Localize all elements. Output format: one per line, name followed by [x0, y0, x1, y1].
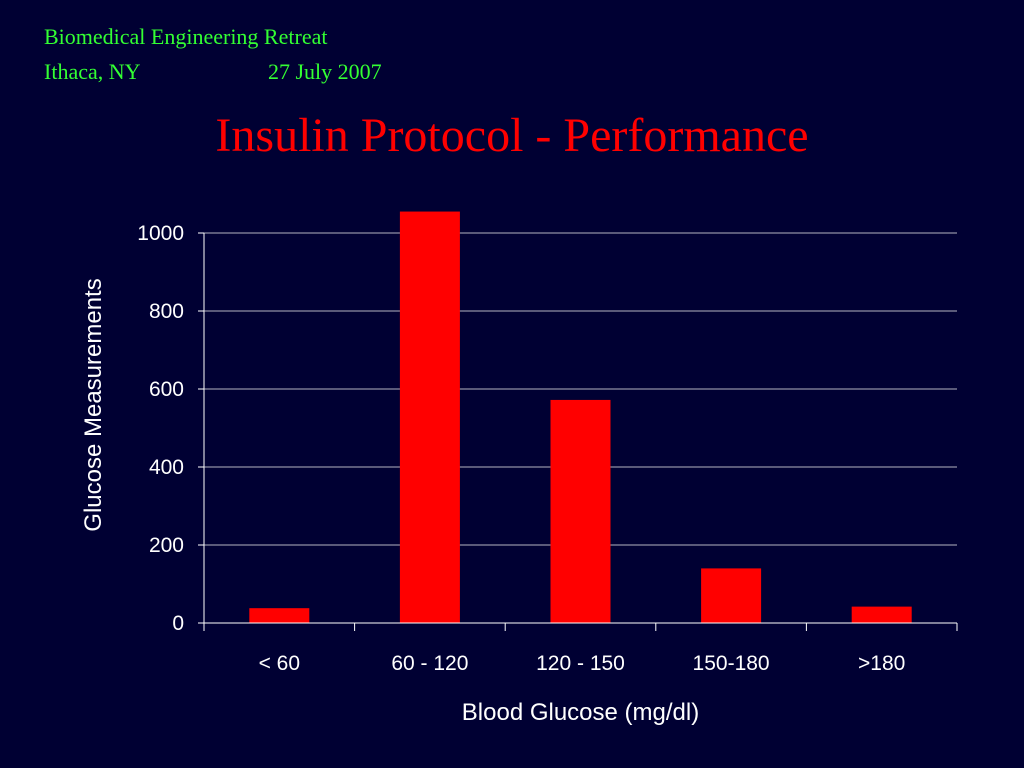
y-tick-label: 200: [149, 534, 184, 557]
y-tick-label: 800: [149, 300, 184, 323]
y-axis-title: Glucose Measurements: [80, 278, 107, 531]
bar: [249, 608, 310, 623]
y-tick-label: 1000: [137, 222, 184, 245]
event-location: Ithaca, NY: [44, 59, 141, 84]
bar: [399, 211, 460, 624]
slide-title: Insulin Protocol - Performance: [215, 109, 809, 162]
x-tick-label: 60 - 120: [391, 652, 468, 675]
y-tick-label: 600: [149, 378, 184, 401]
axis-labels: 0 200 400 600 800 1000 < 60 60 - 120 120 - 150 15…: [80, 222, 905, 726]
x-axis-title: Blood Glucose (mg/dl): [462, 699, 699, 726]
bar: [550, 399, 611, 623]
event-date: 27 July 2007: [268, 59, 382, 84]
bar: [701, 568, 762, 623]
event-name: Biomedical Engineering Retreat: [44, 24, 328, 49]
x-tick-label: 150-180: [693, 652, 770, 675]
x-tick-label: < 60: [259, 652, 300, 675]
bars: [249, 211, 912, 624]
x-tick-label: >180: [858, 652, 905, 675]
y-tick-label: 0: [172, 612, 184, 635]
y-tick-label: 400: [149, 456, 184, 479]
axes: [198, 232, 958, 631]
x-tick-label: 120 - 150: [536, 652, 625, 675]
bar: [851, 606, 912, 623]
